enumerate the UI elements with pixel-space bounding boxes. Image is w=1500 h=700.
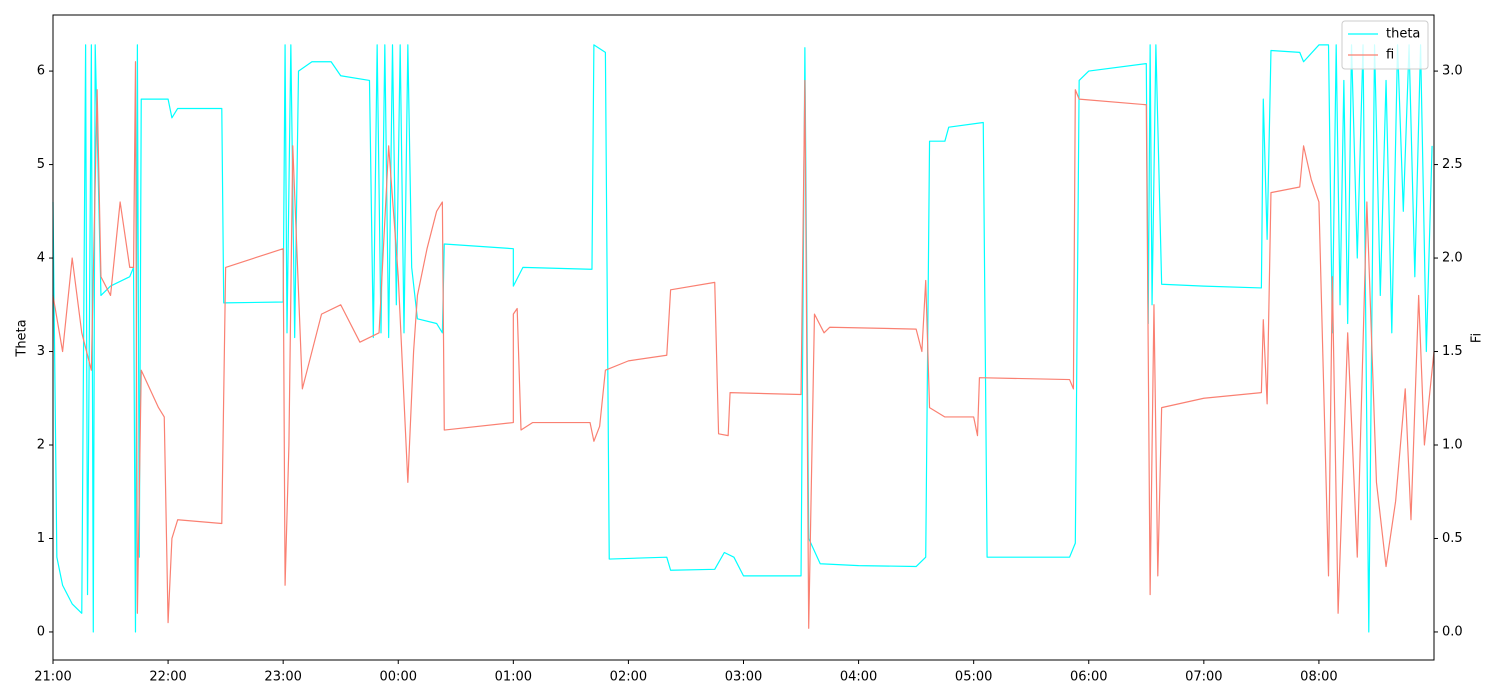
y-tick-label: 5 bbox=[37, 157, 45, 172]
x-tick-label: 05:00 bbox=[955, 670, 992, 685]
y-axis-title: Theta bbox=[15, 319, 30, 357]
x-tick-label: 22:00 bbox=[149, 670, 186, 685]
y2-tick-label: 0.0 bbox=[1442, 624, 1463, 639]
x-tick-label: 21:00 bbox=[34, 670, 71, 685]
series-line bbox=[52, 44, 1433, 633]
legend-label: fi bbox=[1386, 48, 1394, 63]
x-tick-label: 06:00 bbox=[1070, 670, 1107, 685]
x-tick-label: 07:00 bbox=[1185, 670, 1222, 685]
y-tick-label: 2 bbox=[37, 438, 45, 453]
y2-tick-label: 2.0 bbox=[1442, 251, 1463, 266]
y-tick-label: 4 bbox=[37, 251, 45, 266]
plot-frame bbox=[52, 14, 1435, 661]
x-tick-label: 03:00 bbox=[725, 670, 762, 685]
y-tick-label: 3 bbox=[37, 344, 45, 359]
x-tick-label: 04:00 bbox=[840, 670, 877, 685]
y-tick-label: 0 bbox=[37, 624, 45, 639]
x-tick-label: 01:00 bbox=[495, 670, 532, 685]
y2-tick-label: 1.5 bbox=[1442, 344, 1463, 359]
legend-box bbox=[1341, 20, 1429, 70]
y2-tick-label: 0.5 bbox=[1442, 531, 1463, 546]
y2-tick-label: 1.0 bbox=[1442, 438, 1463, 453]
y2-axis-title: Fi bbox=[1470, 333, 1485, 343]
y-tick-label: 1 bbox=[37, 531, 45, 546]
y2-tick-label: 2.5 bbox=[1442, 157, 1463, 172]
y-tick-label: 6 bbox=[37, 64, 45, 79]
x-tick-label: 08:00 bbox=[1300, 670, 1337, 685]
y2-tick-label: 3.0 bbox=[1442, 64, 1463, 79]
x-tick-label: 00:00 bbox=[380, 670, 417, 685]
x-tick-label: 23:00 bbox=[264, 670, 301, 685]
legend-label: theta bbox=[1386, 27, 1420, 42]
x-tick-label: 02:00 bbox=[610, 670, 647, 685]
series-line bbox=[52, 61, 1435, 629]
